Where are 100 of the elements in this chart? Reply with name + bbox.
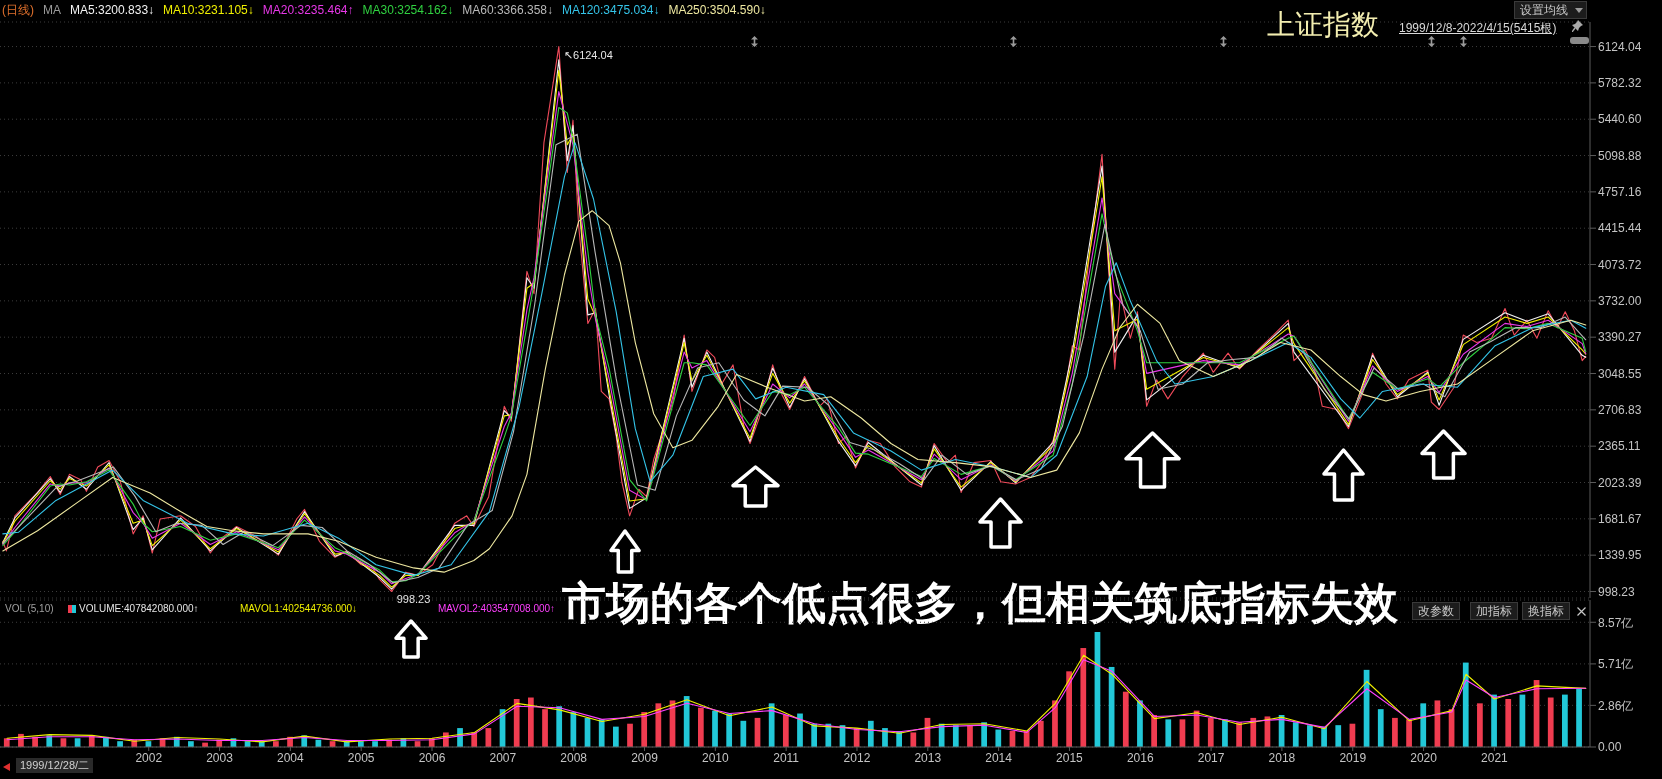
bar <box>273 741 279 747</box>
annotation: 换指标 <box>1522 602 1570 620</box>
bar <box>1066 671 1072 747</box>
bar <box>1052 700 1058 747</box>
bar <box>712 710 718 747</box>
bar <box>683 696 690 747</box>
bar <box>1151 714 1157 747</box>
bar <box>1477 703 1483 747</box>
bar <box>1420 703 1427 747</box>
bar <box>1037 720 1044 747</box>
bar <box>188 741 194 747</box>
text: MA5:3200.833↓ <box>70 3 155 17</box>
bar <box>740 720 747 747</box>
x-tick-label: 2006 <box>418 750 446 765</box>
text: (日线) <box>2 3 34 17</box>
bar <box>1377 709 1384 747</box>
bar <box>1406 719 1412 747</box>
text: MA120:3475.034↓ <box>562 3 660 17</box>
x-tick-label: 2018 <box>1268 750 1296 765</box>
x-tick-label: 2021 <box>1481 750 1509 765</box>
x-tick-label: 2016 <box>1126 750 1154 765</box>
text: 1999/12/28/二 <box>16 758 94 773</box>
bar <box>1462 662 1469 747</box>
y-tick-label: 0.00 <box>1598 740 1622 755</box>
bar <box>1562 694 1568 747</box>
bar <box>485 728 492 747</box>
x-tick-label: 2017 <box>1197 750 1225 765</box>
x-tick-label: 2007 <box>489 750 517 765</box>
bar <box>655 703 662 747</box>
bar <box>1547 697 1554 747</box>
annotation: ↖6124.04 <box>563 48 613 61</box>
y-tick-label: 2706.83 <box>1598 403 1642 418</box>
bar <box>782 714 789 747</box>
bar <box>1207 717 1214 747</box>
bar <box>995 729 1002 747</box>
text: MA30:3254.162↓ <box>362 3 454 17</box>
bar <box>952 725 959 747</box>
y-tick-label: 1339.95 <box>1598 548 1642 563</box>
chart-title: VOL (5,10) <box>5 603 54 615</box>
bar <box>1392 717 1398 747</box>
y-tick-label: 5.71亿 <box>1598 657 1634 672</box>
annotation: 加指标 <box>1470 602 1518 620</box>
bar <box>768 703 775 747</box>
text: 设置均线 <box>1514 1 1587 19</box>
x-tick-label: 2013 <box>914 750 942 765</box>
bar <box>598 719 605 747</box>
bar <box>726 713 733 747</box>
text: MAVOL2:403547008.000↑ <box>438 603 556 615</box>
bar <box>570 712 577 747</box>
y-tick-label: 1681.67 <box>1598 512 1642 527</box>
bar <box>1222 719 1228 747</box>
bar <box>981 722 987 747</box>
y-tick-label: 4073.72 <box>1598 257 1642 272</box>
y-tick-label: 6124.04 <box>1598 39 1642 54</box>
text: MA20:3235.464↑ <box>262 3 354 17</box>
chart-subtitle: 1999/12/8-2022/4/15(5415根) <box>1399 21 1557 35</box>
bar <box>825 723 832 747</box>
x-tick-label: 2015 <box>1056 750 1084 765</box>
y-tick-label: 3390.27 <box>1598 330 1642 345</box>
annotation: 市场的各个低点很多，但相关筑底指标失效 <box>562 578 1398 628</box>
annotation: 改参数 <box>1412 602 1460 620</box>
bar <box>967 725 973 747</box>
x-tick-label: 2004 <box>277 750 305 765</box>
bar <box>1250 717 1257 747</box>
y-tick-label: 2023.39 <box>1598 475 1642 490</box>
y-tick-label: 5098.88 <box>1598 148 1642 163</box>
bar <box>1122 691 1129 747</box>
bar <box>1165 719 1172 747</box>
bar <box>910 732 917 747</box>
bar <box>527 697 534 747</box>
line-series <box>2 210 1587 573</box>
x-tick-label: 2010 <box>701 750 729 765</box>
bar <box>797 713 803 747</box>
y-tick-label: 4757.16 <box>1598 185 1642 200</box>
legend-label: VOLUME:407842080.000↑ <box>79 603 199 615</box>
bar <box>811 723 818 747</box>
x-tick-label: 2012 <box>843 750 871 765</box>
x-tick-label: 2019 <box>1339 750 1367 765</box>
text: MA250:3504.590↓ <box>668 3 766 17</box>
bar <box>542 709 548 747</box>
text: MA10:3231.105↓ <box>163 3 254 17</box>
bar <box>612 726 619 747</box>
bar <box>1576 688 1582 747</box>
bar <box>1307 725 1313 747</box>
bar <box>627 723 633 747</box>
x-tick-label: 2020 <box>1410 750 1438 765</box>
bar <box>1137 700 1143 747</box>
bar <box>117 741 123 747</box>
y-tick-label: 2.86亿 <box>1598 698 1634 713</box>
x-tick-label: 2002 <box>135 750 163 765</box>
bar <box>1236 722 1242 747</box>
y-tick-label: 2365.11 <box>1598 439 1641 454</box>
x-tick-label: 2009 <box>631 750 659 765</box>
x-tick-label: 2014 <box>985 750 1013 765</box>
y-tick-label: 3732.00 <box>1598 294 1642 309</box>
bar <box>372 741 378 747</box>
bar <box>556 706 563 747</box>
bar <box>1491 694 1497 747</box>
x-tick-label: 2005 <box>347 750 375 765</box>
bar <box>641 712 648 747</box>
